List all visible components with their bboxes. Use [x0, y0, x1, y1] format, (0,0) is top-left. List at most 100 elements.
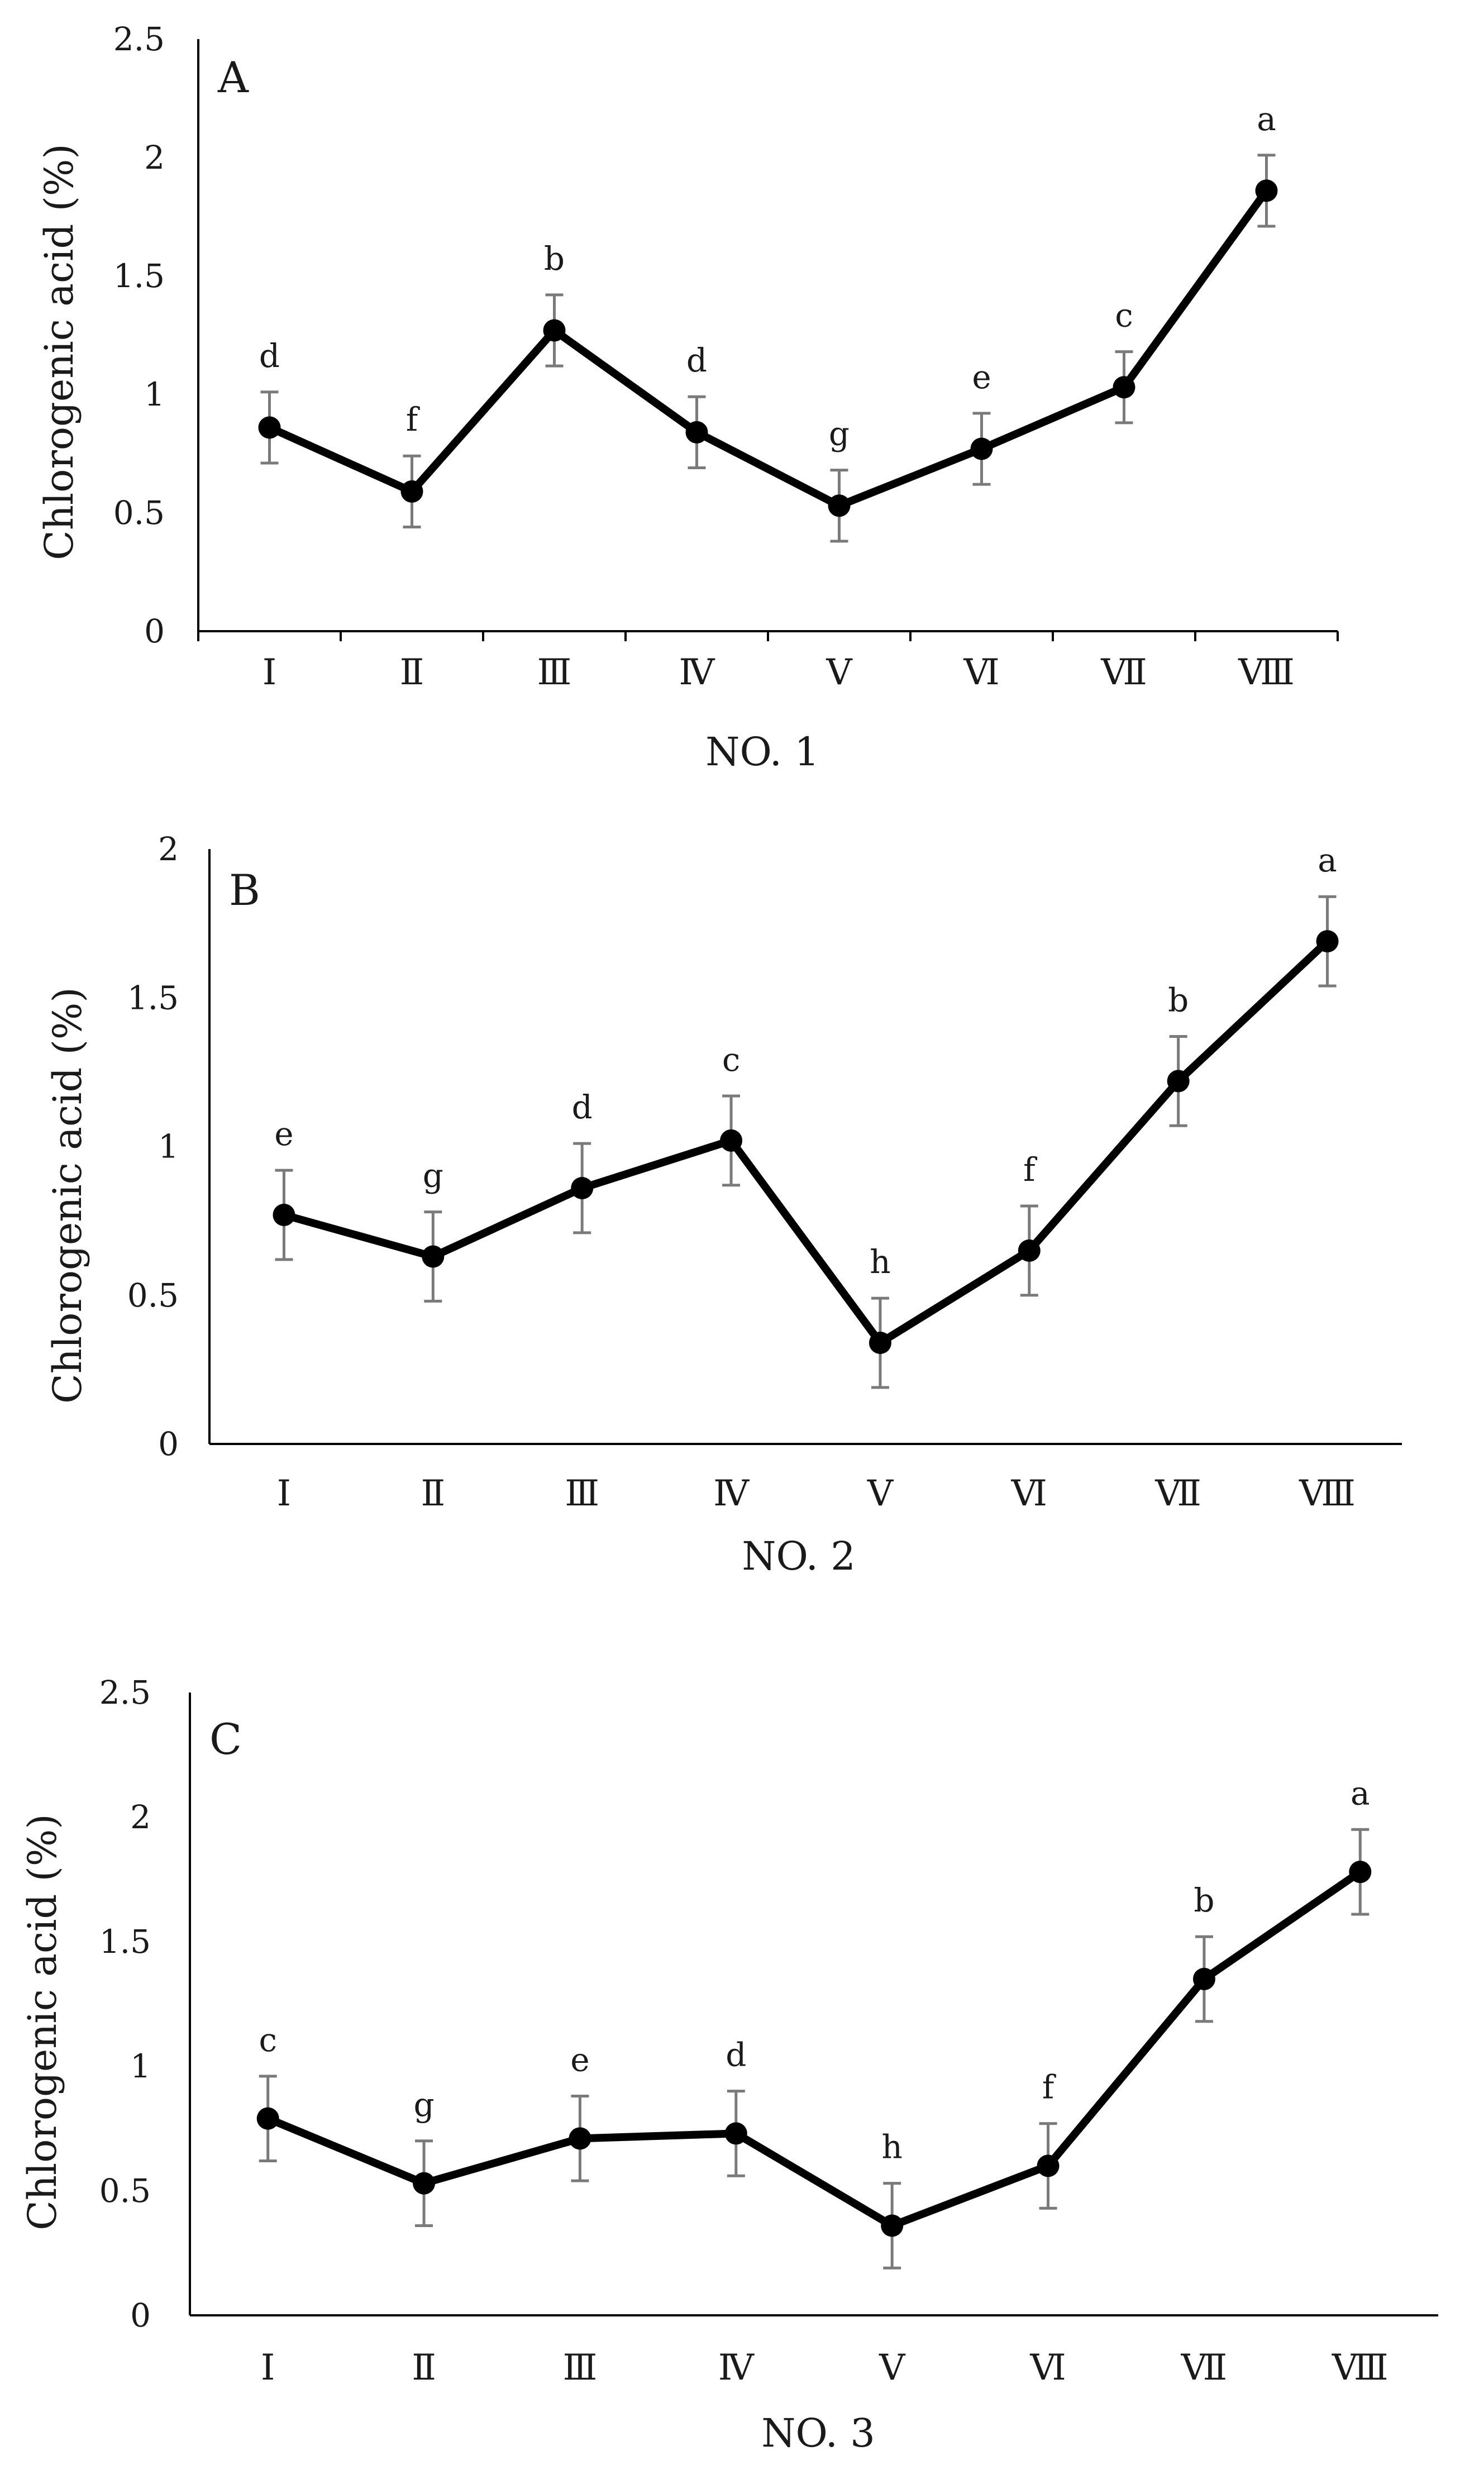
data-point [685, 421, 708, 444]
x-tick-label: Ⅴ [825, 652, 853, 693]
y-axis-label: Chlorogenic acid (%) [20, 1814, 65, 2230]
data-point [543, 319, 566, 342]
x-tick-label: Ⅱ [412, 2347, 436, 2389]
significance-letter: a [1351, 1774, 1370, 1812]
x-axis-label: NO. 3 [761, 2410, 875, 2456]
y-tick-label: 1 [158, 1128, 179, 1166]
y-tick-label: 2 [158, 830, 179, 868]
y-tick-label: 1 [130, 2047, 151, 2085]
x-tick-label: Ⅷ [1299, 1473, 1356, 1514]
significance-letter: g [413, 2086, 434, 2124]
y-tick-label: 0 [144, 612, 165, 650]
y-tick-label: 0 [158, 1425, 179, 1463]
significance-letter: c [1115, 297, 1133, 335]
data-point [1037, 2154, 1060, 2177]
significance-letter: d [686, 341, 707, 379]
panel-label: B [229, 865, 260, 915]
y-tick-label: 2.5 [99, 1674, 151, 1712]
x-tick-label: Ⅴ [867, 1473, 894, 1514]
series-line [266, 1868, 1363, 2230]
data-point [1349, 1861, 1372, 1884]
x-tick-label: Ⅰ [263, 652, 276, 693]
data-point [258, 416, 281, 439]
y-tick-label: 0.5 [127, 1276, 179, 1314]
x-tick-label: Ⅳ [718, 2347, 755, 2389]
x-tick-label: Ⅵ [1011, 1473, 1047, 1514]
panel-label: A [217, 53, 249, 102]
significance-letter: f [406, 401, 420, 438]
data-point [1167, 1070, 1190, 1093]
y-axis-label: Chlorogenic acid (%) [36, 144, 82, 560]
data-point [828, 494, 851, 517]
y-tick-label: 1.5 [113, 257, 165, 295]
x-tick-label: Ⅵ [1029, 2347, 1066, 2389]
data-point [400, 480, 423, 503]
x-tick-label: Ⅲ [565, 1473, 599, 1514]
panel-label: C [209, 1714, 242, 1764]
significance-letter: g [423, 1157, 443, 1195]
x-tick-label: Ⅰ [277, 1473, 291, 1514]
data-point [413, 2172, 436, 2195]
significance-letter: f [1023, 1151, 1037, 1189]
data-point [1316, 930, 1339, 953]
data-point [869, 1331, 891, 1354]
significance-letter: h [882, 2128, 903, 2166]
data-point [1255, 179, 1278, 202]
x-axis-label: NO. 1 [705, 729, 819, 775]
x-tick-label: Ⅶ [1181, 2347, 1228, 2389]
data-point [1192, 1967, 1215, 1990]
significance-letter: c [722, 1041, 740, 1079]
significance-letter: b [544, 240, 565, 278]
x-tick-label: Ⅶ [1100, 652, 1147, 693]
significance-letter: d [572, 1088, 593, 1126]
x-tick-label: Ⅷ [1332, 2347, 1388, 2389]
significance-letter: d [259, 337, 280, 375]
data-point [970, 437, 993, 460]
x-tick-label: Ⅳ [713, 1473, 750, 1514]
significance-letter: e [570, 2041, 589, 2079]
significance-letter: b [1194, 1881, 1214, 1919]
significance-letter: a [1257, 100, 1276, 138]
data-point [569, 2127, 591, 2150]
data-point [724, 2122, 747, 2145]
x-tick-label: Ⅱ [400, 652, 424, 693]
significance-letter: e [972, 358, 991, 396]
x-tick-label: Ⅵ [963, 652, 999, 693]
y-tick-label: 0 [130, 2296, 151, 2334]
significance-letter: a [1318, 841, 1337, 879]
series-line [268, 188, 1270, 510]
x-tick-label: Ⅳ [679, 652, 715, 693]
data-point [273, 1203, 295, 1226]
significance-letter: e [274, 1115, 293, 1153]
series-line [283, 938, 1330, 1347]
x-tick-label: Ⅶ [1154, 1473, 1201, 1514]
significance-letter: b [1168, 981, 1189, 1019]
x-tick-label: Ⅷ [1238, 652, 1295, 693]
y-tick-label: 2 [144, 139, 165, 177]
significance-letter: g [829, 415, 850, 453]
y-tick-label: 1.5 [99, 1923, 151, 1961]
significance-letter: f [1042, 2068, 1056, 2106]
y-tick-label: 1 [144, 375, 165, 413]
data-point [1018, 1239, 1041, 1262]
x-tick-label: Ⅲ [537, 652, 572, 693]
data-point [1113, 376, 1135, 399]
data-point [881, 2214, 904, 2237]
x-tick-label: Ⅴ [879, 2347, 906, 2389]
x-tick-label: Ⅰ [261, 2347, 275, 2389]
x-tick-label: Ⅱ [421, 1473, 446, 1514]
data-point [720, 1129, 743, 1152]
x-axis-label: NO. 2 [742, 1533, 856, 1579]
y-tick-label: 1.5 [127, 979, 179, 1017]
y-tick-label: 0.5 [99, 2172, 151, 2210]
y-tick-label: 0.5 [113, 494, 165, 532]
significance-letter: d [726, 2036, 746, 2074]
significance-letter: h [870, 1243, 890, 1281]
data-point [571, 1177, 594, 1200]
x-tick-label: Ⅲ [563, 2347, 598, 2389]
significance-letter: c [259, 2021, 276, 2059]
